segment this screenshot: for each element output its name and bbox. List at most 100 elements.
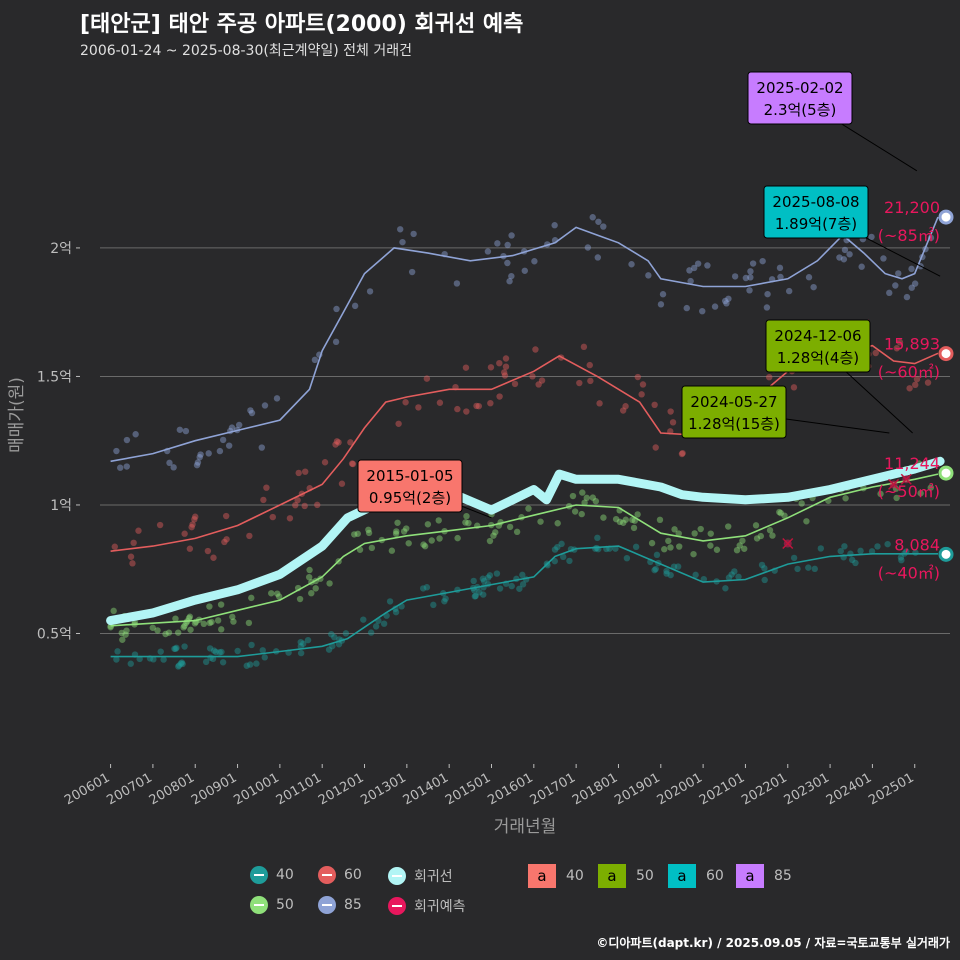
end-value-label-60: 15,893	[884, 335, 940, 354]
scatter-point-60	[913, 375, 921, 383]
legend-label-50: 50	[276, 897, 294, 913]
scatter-point-60	[338, 480, 346, 487]
scatter-point-85	[777, 273, 784, 281]
annotation-date: 2025-02-02	[756, 79, 843, 97]
scatter-point-50	[622, 516, 629, 523]
scatter-point-50	[571, 508, 579, 515]
scatter-point-85	[410, 230, 417, 238]
scatter-point-85	[908, 265, 915, 273]
scatter-point-40	[441, 598, 448, 605]
scatter-point-40	[219, 659, 227, 666]
scatter-point-50	[368, 544, 376, 552]
scatter-point-40	[328, 630, 335, 638]
scatter-point-85	[805, 274, 813, 281]
scatter-point-50	[123, 627, 130, 634]
scatter-point-85	[484, 248, 492, 255]
x-tick-label: 201201	[316, 770, 366, 808]
scatter-point-50	[208, 618, 215, 626]
scatter-point-85	[113, 447, 120, 455]
scatter-point-50	[648, 539, 656, 547]
scatter-point-60	[436, 399, 444, 406]
scatter-point-50	[420, 541, 427, 548]
scatter-point-40	[471, 593, 479, 600]
scatter-point-85	[868, 233, 875, 241]
end-marker-50	[938, 465, 954, 481]
x-tick-label: 202301	[782, 770, 832, 808]
scatter-point-60	[667, 408, 674, 415]
scatter-point-85	[551, 222, 558, 229]
source-caption: ©디아파트(dapt.kr) / 2025.09.05 / 자료=국토교통부 실…	[596, 936, 950, 950]
scatter-point-40	[172, 645, 179, 653]
scatter-point-60	[210, 554, 217, 561]
scatter-point-50	[356, 546, 364, 553]
x-tick-label: 201701	[528, 770, 578, 808]
scatter-point-40	[837, 547, 844, 555]
scatter-point-40	[852, 559, 859, 567]
scatter-point-60	[135, 527, 142, 534]
scatter-point-40	[127, 660, 134, 667]
annotation-value: 1.28억(4층)	[777, 349, 859, 367]
scatter-point-85	[123, 463, 130, 470]
annotation-box	[747, 71, 853, 125]
legend-key-40	[250, 866, 268, 884]
scatter-point-40	[386, 598, 394, 605]
y-tick-label: 2억	[50, 241, 72, 257]
scatter-point-50	[214, 617, 222, 624]
scatter-point-50	[162, 630, 169, 638]
scatter-point-85	[843, 236, 850, 244]
scatter-point-40	[663, 567, 670, 575]
scatter-point-40	[297, 649, 305, 657]
scatter-point-60	[529, 373, 536, 380]
scatter-point-50	[554, 520, 561, 527]
scatter-point-85	[892, 282, 899, 289]
legend-item-50: 50	[250, 896, 294, 914]
scatter-point-40	[178, 659, 186, 666]
scatter-point-40	[868, 548, 876, 555]
scatter-point-40	[171, 645, 178, 652]
scatter-point-40	[560, 553, 567, 561]
scatter-point-85	[686, 267, 693, 274]
scatter-point-60	[292, 501, 299, 509]
annotation-box	[763, 185, 869, 239]
scatter-point-50	[268, 590, 275, 597]
regression-line	[106, 456, 945, 626]
scatter-point-50	[753, 535, 761, 542]
scatter-point-50	[589, 494, 596, 501]
scatter-point-50	[713, 546, 721, 553]
scatter-point-85	[764, 290, 771, 298]
scatter-point-50	[691, 530, 698, 537]
scatter-point-40	[761, 576, 768, 584]
scatter-point-85	[785, 287, 793, 295]
scatter-point-40	[380, 620, 388, 627]
scatter-point-60	[192, 513, 199, 520]
end-marker-85	[938, 209, 954, 225]
scatter-point-40	[761, 565, 768, 572]
scatter-point-60	[221, 538, 228, 546]
scatter-point-50	[306, 566, 313, 574]
y-tick-label: 0.5억	[37, 626, 72, 642]
scatter-point-85	[747, 274, 754, 281]
scatter-point-60	[496, 359, 503, 367]
end-area-label-40: (~40㎡)	[878, 563, 940, 582]
scatter-point-50	[186, 613, 194, 620]
scatter-point-60	[402, 399, 409, 406]
scatter-point-40	[253, 660, 260, 667]
scatter-point-40	[884, 540, 891, 548]
scatter-point-85	[600, 223, 607, 230]
x-tick-label: 201801	[570, 770, 620, 808]
end-area-label-50: (~50㎡)	[878, 482, 940, 501]
scatter-point-50	[781, 512, 788, 519]
scatter-point-85	[731, 273, 739, 280]
scatter-point-85	[504, 241, 511, 249]
scatter-point-40	[442, 595, 449, 602]
scatter-point-85	[584, 244, 592, 251]
scatter-point-40	[480, 591, 487, 598]
scatter-point-40	[516, 585, 523, 592]
legend-box-60: a 60	[668, 864, 724, 888]
scatter-point-85	[508, 232, 515, 239]
end-area-label-60: (~60㎡)	[878, 363, 940, 382]
scatter-point-85	[846, 251, 853, 258]
y-axis-title: 매매가(원)	[7, 377, 27, 453]
legend-box-label-40: 40	[566, 868, 584, 884]
scatter-point-50	[185, 615, 193, 622]
